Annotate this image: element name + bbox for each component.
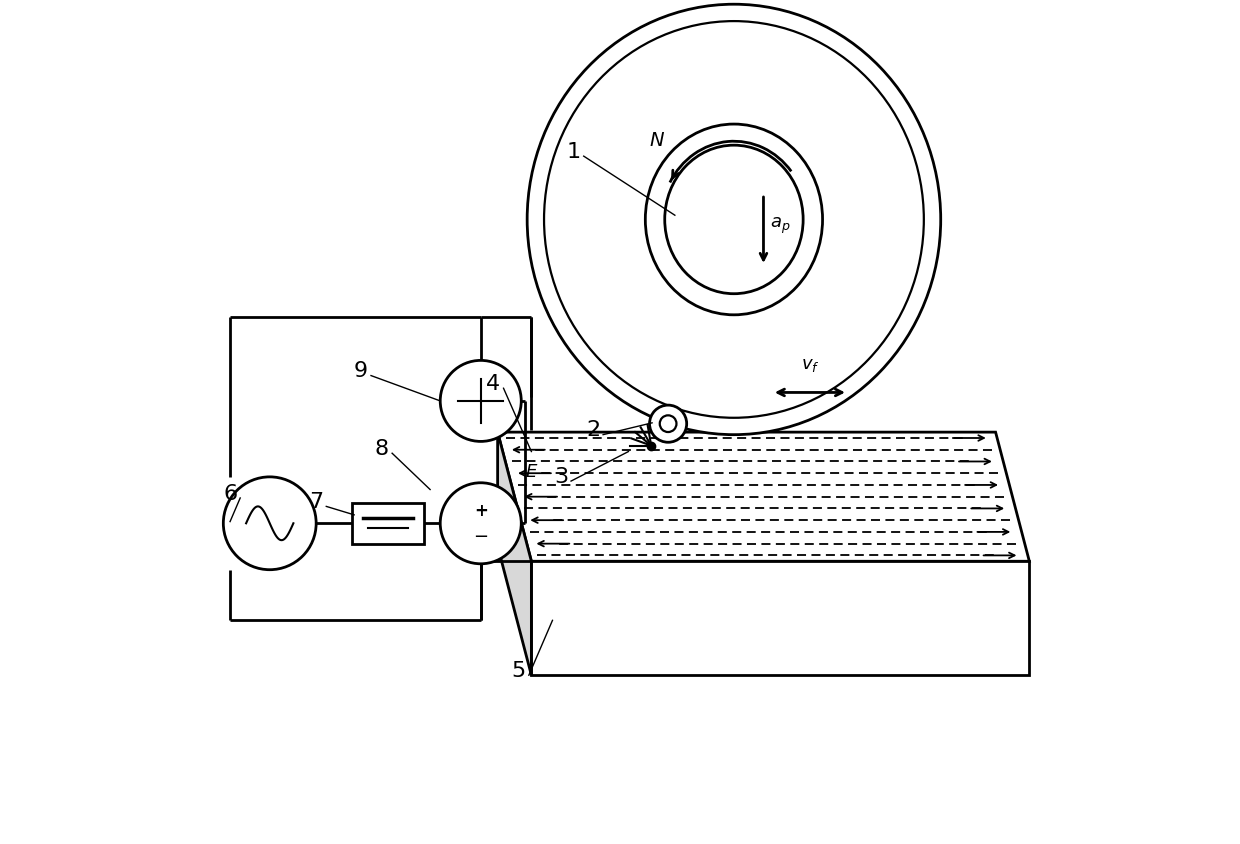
Circle shape xyxy=(440,360,521,441)
Text: +: + xyxy=(474,501,487,520)
Text: 4: 4 xyxy=(486,374,501,394)
Polygon shape xyxy=(532,561,1029,675)
Polygon shape xyxy=(497,432,532,675)
Text: 3: 3 xyxy=(554,467,568,487)
Ellipse shape xyxy=(665,145,804,294)
Text: $v_f$: $v_f$ xyxy=(801,356,820,374)
Text: 6: 6 xyxy=(223,484,237,504)
Text: −: − xyxy=(474,528,489,546)
Text: 9: 9 xyxy=(353,361,368,381)
Text: $a_p$: $a_p$ xyxy=(770,216,791,235)
Text: 7: 7 xyxy=(309,492,324,512)
Text: 5: 5 xyxy=(512,661,526,681)
Ellipse shape xyxy=(527,4,941,435)
Text: 2: 2 xyxy=(587,420,600,441)
Circle shape xyxy=(440,483,521,564)
Text: $N$: $N$ xyxy=(650,131,666,149)
Text: $E$: $E$ xyxy=(526,463,539,481)
Text: 8: 8 xyxy=(374,439,389,459)
Circle shape xyxy=(223,477,316,570)
Polygon shape xyxy=(497,432,1029,561)
Bar xyxy=(352,503,424,544)
Circle shape xyxy=(650,405,687,442)
Text: 1: 1 xyxy=(567,142,580,162)
